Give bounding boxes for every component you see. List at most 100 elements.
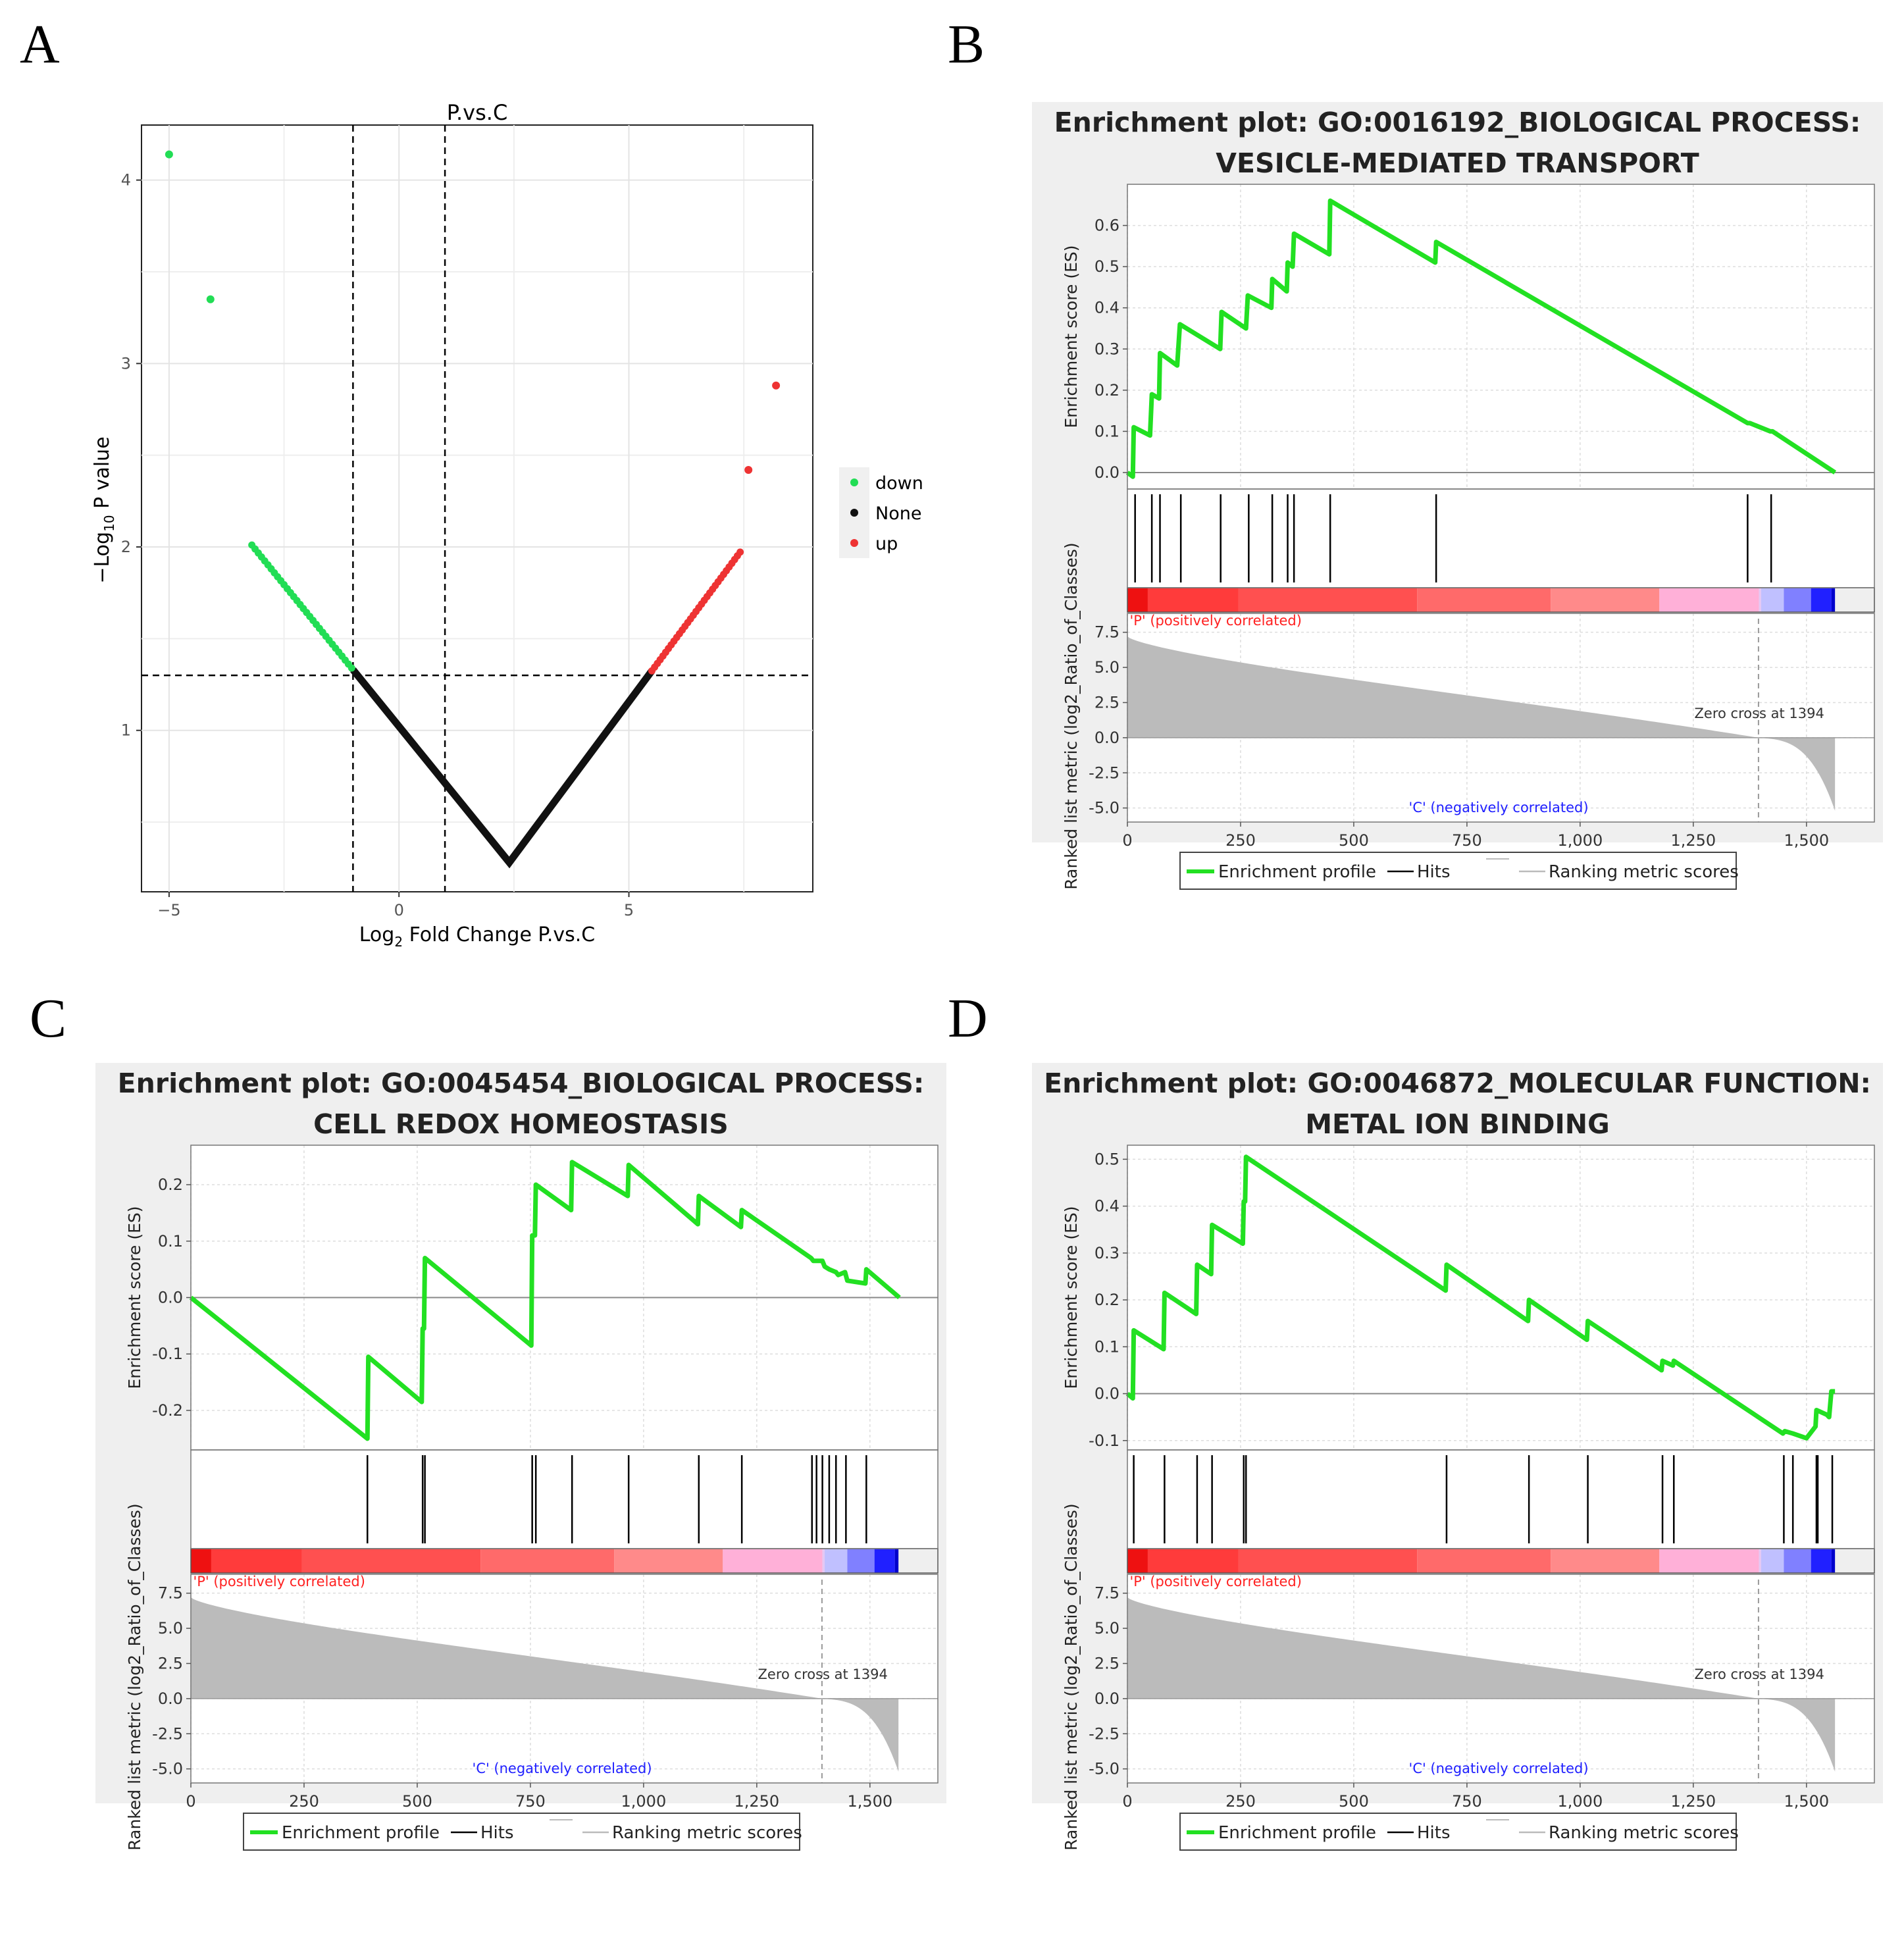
es-y-tick-label: 0.3 — [1094, 340, 1119, 358]
plot-border — [1127, 1574, 1875, 1784]
rank-x-tick-label: 1,000 — [1558, 831, 1603, 850]
es-y-tick-label: 0.5 — [1094, 1150, 1119, 1168]
legend-hits-label: Hits — [1417, 862, 1451, 882]
panel-letter-d: D — [948, 988, 988, 1049]
heat-segment — [822, 1549, 825, 1573]
rank-y-tick-label: 7.5 — [1094, 1584, 1119, 1603]
hit-marks — [367, 1455, 867, 1543]
gsea-legend-box — [1179, 1813, 1737, 1851]
es-y-tick-label: 0.4 — [1094, 299, 1119, 317]
volcano-point-up — [772, 381, 781, 390]
rank-x-tick-label: 0 — [186, 1792, 195, 1811]
es-y-tick-label: -0.1 — [1089, 1431, 1119, 1450]
heat-segment — [1147, 1549, 1239, 1573]
panel-letter-c: C — [30, 988, 66, 1049]
rank-y-axis-title: Ranked list metric (log2_Ratio_of_Classe… — [1062, 1503, 1081, 1850]
heat-segment — [1238, 588, 1418, 612]
gsea-title-line1: Enrichment plot: GO:0046872_MOLECULAR FU… — [1044, 1068, 1871, 1099]
positive-correlation-label: 'P' (positively correlated) — [1129, 1574, 1302, 1589]
rank-x-tick-label: 1,250 — [1670, 831, 1716, 850]
heat-segment — [874, 1549, 895, 1573]
es-y-tick-label: -0.2 — [152, 1401, 183, 1420]
gsea-legend: Enrichment profile Hits Ranking metric sco… — [1179, 1813, 1739, 1851]
enrichment-profile-line — [189, 1160, 901, 1441]
gsea-panel-d: Enrichment plot: GO:0046872_MOLECULAR FU… — [1032, 1063, 1883, 1851]
rank-y-tick-label: 7.5 — [1094, 623, 1119, 642]
es-y-tick-label: 0.2 — [1094, 381, 1119, 399]
heat-segment — [1761, 588, 1784, 612]
ranking-metric-area — [1127, 636, 1836, 811]
rank-x-tick-label: 750 — [515, 1792, 546, 1811]
rank-y-tick-label: 0.0 — [1094, 1689, 1119, 1708]
es-y-tick-label: 0.0 — [158, 1289, 183, 1307]
heat-segment — [211, 1549, 302, 1573]
ranked-heat-bar — [1127, 1548, 1875, 1574]
heat-segment — [1759, 1549, 1762, 1573]
heat-segment — [847, 1549, 875, 1573]
volcano-points — [165, 150, 781, 869]
zero-cross-label: Zero cross at 1394 — [758, 1666, 888, 1682]
heat-segment — [1551, 1549, 1660, 1573]
es-y-tick-label: 0.4 — [1094, 1197, 1119, 1216]
volcano-point-up — [744, 465, 753, 474]
ranked-heat-bar — [1127, 587, 1875, 613]
rank-x-tick-label: 1,250 — [734, 1792, 779, 1811]
es-y-tick-label: 0.3 — [1094, 1244, 1119, 1262]
legend-enrichment-label: Enrichment profile — [282, 1823, 440, 1843]
rank-x-tick-label: 0 — [1122, 831, 1132, 850]
legend-label-down: down — [875, 473, 923, 494]
es-y-tick-label: 0.1 — [1094, 422, 1119, 440]
gsea-title-line2: CELL REDOX HOMEOSTASIS — [313, 1108, 729, 1140]
panel-letter-b: B — [948, 14, 985, 75]
es-plot-area — [1127, 184, 1874, 489]
rank-x-tick-label: 250 — [1225, 1792, 1256, 1811]
rank-y-tick-label: -5.0 — [1089, 799, 1119, 817]
volcano-none-points — [350, 667, 655, 869]
es-y-tick-label: 0.2 — [1094, 1291, 1119, 1309]
volcano-title: P.vs.C — [447, 100, 508, 125]
hits-area — [1127, 1450, 1874, 1549]
volcano-x-tick-label: 5 — [624, 901, 634, 919]
heat-segment — [825, 1549, 848, 1573]
heat-segment — [1659, 588, 1759, 612]
volcano-y-tick-label: 4 — [121, 171, 131, 190]
enrichment-profile-line — [1125, 198, 1837, 479]
es-y-tick-label: 0.1 — [158, 1232, 183, 1250]
ranking-metric-area — [191, 1597, 899, 1772]
heat-segment — [1784, 588, 1811, 612]
rank-y-tick-label: 2.5 — [1094, 693, 1119, 711]
heat-segment — [1784, 1549, 1811, 1573]
heat-segment — [1147, 588, 1239, 612]
gsea-title-line2: METAL ION BINDING — [1305, 1108, 1610, 1140]
volcano-point-down — [165, 150, 173, 159]
es-y-axis-title: Enrichment score (ES) — [1062, 245, 1081, 428]
rank-y-tick-label: -5.0 — [1089, 1760, 1119, 1778]
gsea-legend-box — [243, 1813, 800, 1851]
rank-x-tick-label: 500 — [1339, 1792, 1369, 1811]
heat-segment — [480, 1549, 615, 1573]
volcano-plot-area — [141, 124, 813, 892]
rank-y-tick-label: 5.0 — [1094, 1619, 1119, 1637]
legend-hits-label: Hits — [480, 1823, 514, 1843]
es-y-tick-label: 0.6 — [1094, 217, 1119, 235]
zero-cross-label: Zero cross at 1394 — [1695, 1666, 1824, 1682]
rank-y-tick-label: 2.5 — [1094, 1654, 1119, 1672]
hits-area — [191, 1450, 938, 1549]
plot-border — [1127, 613, 1875, 823]
plot-border — [190, 1449, 939, 1549]
rank-y-tick-label: 0.0 — [158, 1689, 183, 1708]
legend-marker-down — [850, 478, 858, 486]
rank-x-tick-label: 250 — [289, 1792, 319, 1811]
volcano-y-tick-label: 2 — [121, 538, 131, 556]
heat-segment — [723, 1549, 823, 1573]
legend-ranking-label: Ranking metric scores — [1549, 862, 1739, 882]
heat-segment — [1659, 1549, 1759, 1573]
ranked-heat-bar — [190, 1548, 939, 1574]
es-y-tick-label: 0.0 — [1094, 463, 1119, 482]
heat-segment — [301, 1549, 481, 1573]
rank-x-tick-label: 0 — [1122, 1792, 1132, 1811]
legend-enrichment-label: Enrichment profile — [1218, 1823, 1376, 1843]
rank-y-tick-label: 0.0 — [1094, 729, 1119, 747]
